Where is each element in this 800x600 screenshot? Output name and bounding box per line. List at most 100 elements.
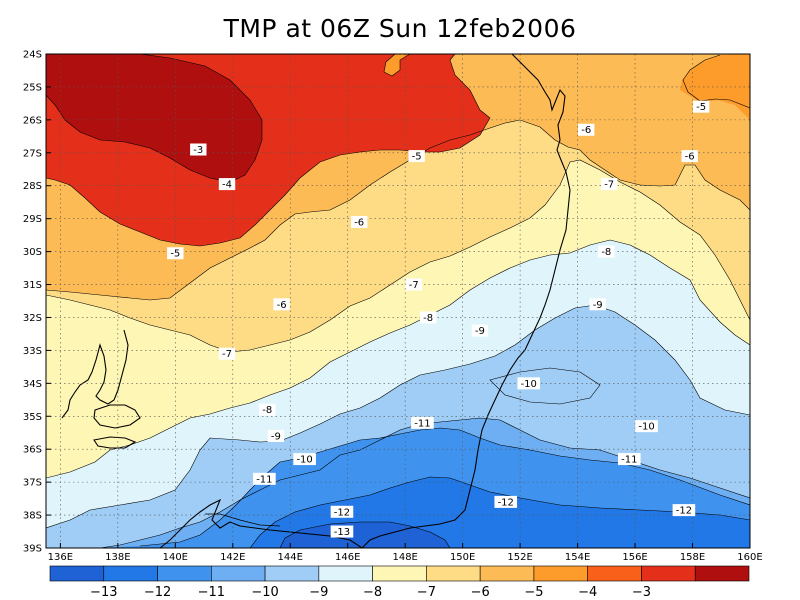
contour-label: -8 [419,311,437,324]
contour-label-text: -3 [193,145,203,156]
contour-label-text: -4 [222,180,232,191]
contour-label: -7 [601,178,618,191]
contour-label-text: -9 [271,432,281,443]
contour-label-bg [601,178,618,191]
contour-label-bg [408,150,425,163]
contour-label-text: -7 [409,280,419,291]
contour-label: -9 [589,298,606,311]
lat-lon-grid [46,54,750,548]
contour-label: -13 [330,525,354,538]
contour-label: -10 [293,453,316,466]
contour-label-text: -10 [638,422,654,433]
contour-label-text: -10 [521,379,537,390]
contour-label: -5 [167,247,184,260]
contour-minus5-ne [682,54,750,109]
contour-label-text: -8 [601,247,611,258]
contour-lines [46,54,750,548]
contour-label-bg [692,100,710,113]
y-tick-label: 30S [23,247,42,258]
y-tick-label: 31S [23,280,42,291]
y-tick-label: 36S [23,445,42,456]
contour-label: -3 [190,143,207,156]
contour-label-bg [267,430,285,443]
contour-label-text: -6 [354,217,364,228]
y-tick-label: 28S [23,181,42,192]
contour-label-text: -7 [222,349,232,360]
contour-label-bg [351,215,368,228]
y-tick-label: 25S [23,82,42,93]
contour-label-bg [635,420,658,433]
y-tick-label: 24S [23,50,42,61]
colorbar-swatch [49,565,105,582]
colorbar-label: −5 [524,585,543,600]
contour-label: -8 [259,403,276,416]
colorbar-swatch [318,565,373,582]
y-tick-label: 33S [23,346,42,357]
contour-label-text: -6 [581,125,591,136]
colorbar-swatch [264,565,320,582]
contour-label-bg [293,453,316,466]
x-tick-label: 144E [278,552,303,563]
x-tick-label: 160E [737,552,762,563]
contour-label: -11 [253,472,276,485]
contour-label-bg [411,416,434,429]
contour-label-bg [330,505,354,518]
colorbar-label: −10 [251,585,278,600]
y-tick-label: 39S [23,544,42,555]
contour-label: -6 [273,298,290,311]
colorbar-swatch [587,565,642,582]
contour-label-bg [471,324,489,337]
contour-label-bg [167,247,184,260]
axis-ticks: 136E 138E 140E 142E 144E 146E 148E 150E 152E 154E… [23,50,763,564]
colorbar-label: −13 [90,585,117,600]
colorbar-swatch [479,565,535,582]
contour-label-text: -12 [498,497,514,508]
x-tick-label: 136E [48,552,73,563]
contour-label-text: -5 [170,249,180,260]
contour-label-bg [681,150,698,163]
band-minus4-top-east [683,54,750,108]
x-tick-label: 140E [163,552,188,563]
state-borders [205,513,281,527]
coastline [61,54,571,548]
contour-label: -7 [218,347,236,360]
contour-label: -10 [635,420,658,433]
contour-label-bg [578,123,595,136]
colorbar-label: −8 [363,585,382,600]
plot-frame [45,53,751,549]
colorbar-label: −7 [417,585,436,600]
colorbar-label: −9 [309,585,328,600]
y-tick-label: 26S [23,115,42,126]
colorbar-label: −12 [144,585,171,600]
coastline-east-australia [361,54,571,548]
contour-label: -12 [494,495,518,508]
contour-label-text: -13 [334,527,350,538]
x-tick-label: 150E [450,552,475,563]
contour-label: -7 [405,278,423,291]
contour-label: -9 [471,324,489,337]
y-tick-label: 35S [23,412,42,423]
colorbar-label: −11 [198,585,225,600]
map-title: TMP at 06Z Sun 12feb2006 [223,14,577,43]
contour-label-text: -11 [414,418,430,429]
colorbar-swatch [694,565,750,582]
x-tick-label: 142E [220,552,245,563]
y-tick-label: 29S [23,214,42,225]
contour-label-bg [517,377,541,390]
contour-label-text: -12 [676,506,692,517]
contour-label-text: -11 [621,455,637,466]
contour-label: -6 [681,150,698,163]
contour-minus10-pocket [489,367,601,405]
contour-minus12 [279,521,451,548]
coastline-gulf [159,498,231,548]
x-tick-label: 148E [392,552,417,563]
x-tick-label: 138E [105,552,130,563]
contour-label-text: -5 [412,152,422,163]
y-tick-label: 27S [23,148,42,159]
y-tick-label: 37S [23,478,42,489]
colorbar-swatch [372,565,427,582]
y-tick-label: 34S [23,379,42,390]
colorbar-label: −6 [471,585,490,600]
contour-label-bg [405,278,423,291]
x-tick-label: 156E [622,552,647,563]
